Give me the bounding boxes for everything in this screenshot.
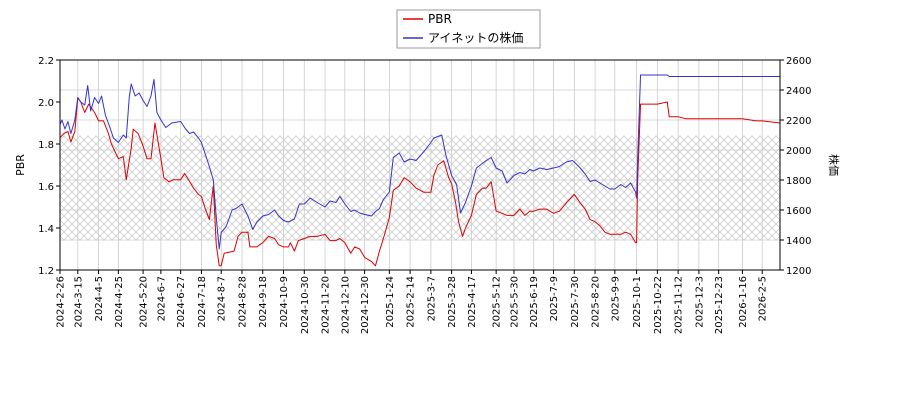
- x-tick-label: 2025-12-3: [694, 276, 705, 328]
- right-tick-label: 1600: [786, 206, 811, 217]
- x-tick-label: 2025-7-9: [549, 276, 560, 321]
- right-tick-label: 1400: [786, 236, 811, 247]
- right-tick-label: 2600: [786, 56, 811, 67]
- right-tick-label: 1200: [786, 266, 811, 277]
- x-tick-label: 2024-8-28: [237, 276, 248, 328]
- x-tick-label: 2025-11-12: [674, 276, 685, 334]
- x-tick-label: 2024-12-30: [360, 276, 371, 334]
- gridlines: [59, 59, 780, 271]
- x-tick-label: 2025-7-30: [570, 276, 581, 328]
- hatched-band-area: [60, 135, 780, 241]
- series-line-pbr: [60, 97, 780, 267]
- legend-label-price: アイネットの株価: [428, 30, 523, 45]
- x-tick-label: 2024-5-20: [139, 276, 150, 328]
- plot-frame: [59, 59, 781, 271]
- left-tick-label: 1.8: [38, 140, 54, 151]
- x-tick-label: 2025-5-12: [492, 276, 503, 328]
- x-tick-label: 2024-4-5: [94, 276, 105, 321]
- x-tick-label: 2025-10-22: [653, 276, 664, 334]
- x-tick-label: 2025-3-28: [447, 276, 458, 328]
- left-tick-label: 1.2: [38, 266, 54, 277]
- legend-label-pbr: PBR: [428, 12, 452, 26]
- x-tick-label: 2024-9-18: [258, 276, 269, 328]
- x-tick-label: 2026-1-16: [738, 276, 749, 328]
- x-tick-label: 2025-3-7: [426, 276, 437, 321]
- series-lines: [60, 74, 780, 267]
- series-line-price: [60, 74, 780, 250]
- x-tick-label: 2025-8-20: [591, 276, 602, 328]
- x-tick-label: 2024-8-7: [217, 276, 228, 321]
- x-tick-label: 2025-2-14: [406, 276, 417, 328]
- right-tick-label: 1800: [786, 176, 811, 187]
- x-tick-label: 2024-10-30: [300, 276, 311, 334]
- x-tick-label: 2025-5-30: [509, 276, 520, 328]
- x-tick-label: 2025-12-23: [714, 276, 725, 334]
- left-tick-label: 2.2: [38, 56, 54, 67]
- x-tick-label: 2024-10-9: [279, 276, 290, 328]
- x-tick-label: 2025-6-19: [529, 276, 540, 328]
- left-tick-label: 2.0: [38, 98, 54, 109]
- x-tick-label: 2024-7-18: [197, 276, 208, 328]
- x-tick-label: 2024-2-26: [56, 276, 67, 328]
- x-tick-label: 2025-1-24: [385, 276, 396, 328]
- right-axis-ticks: 1200 1400 1600 1800 2000 2200 2400 2600: [780, 56, 811, 277]
- x-tick-label: 2025-10-1: [632, 276, 643, 328]
- legend-box: [396, 9, 541, 49]
- left-tick-label: 1.4: [38, 224, 54, 235]
- left-tick-label: 1.6: [38, 182, 54, 193]
- left-axis-title: PBR: [14, 154, 27, 176]
- left-axis-ticks: 1.2 1.4 1.6 1.8 2.0 2.2: [38, 56, 60, 277]
- x-tick-label: 2024-4-25: [114, 276, 125, 328]
- x-axis-ticks: 2024-2-26 2024-3-15 2024-4-5 2024-4-25 2024-…: [56, 270, 769, 334]
- hatched-band: [60, 135, 780, 241]
- right-tick-label: 2000: [786, 146, 811, 157]
- x-tick-label: 2025-4-17: [467, 276, 478, 328]
- x-tick-label: 2024-3-15: [73, 276, 84, 328]
- right-tick-label: 2400: [786, 86, 811, 97]
- x-tick-label: 2024-6-27: [176, 276, 187, 328]
- x-tick-label: 2024-6-7: [156, 276, 167, 321]
- right-tick-label: 2200: [786, 116, 811, 127]
- x-tick-label: 2024-12-10: [340, 276, 351, 334]
- x-tick-label: 2024-11-20: [321, 276, 332, 334]
- x-tick-label: 2025-9-9: [610, 276, 621, 321]
- x-tick-label: 2026-2-5: [758, 276, 769, 321]
- right-axis-title: 株価: [827, 154, 841, 176]
- legend: PBR アイネットの株価: [396, 9, 541, 49]
